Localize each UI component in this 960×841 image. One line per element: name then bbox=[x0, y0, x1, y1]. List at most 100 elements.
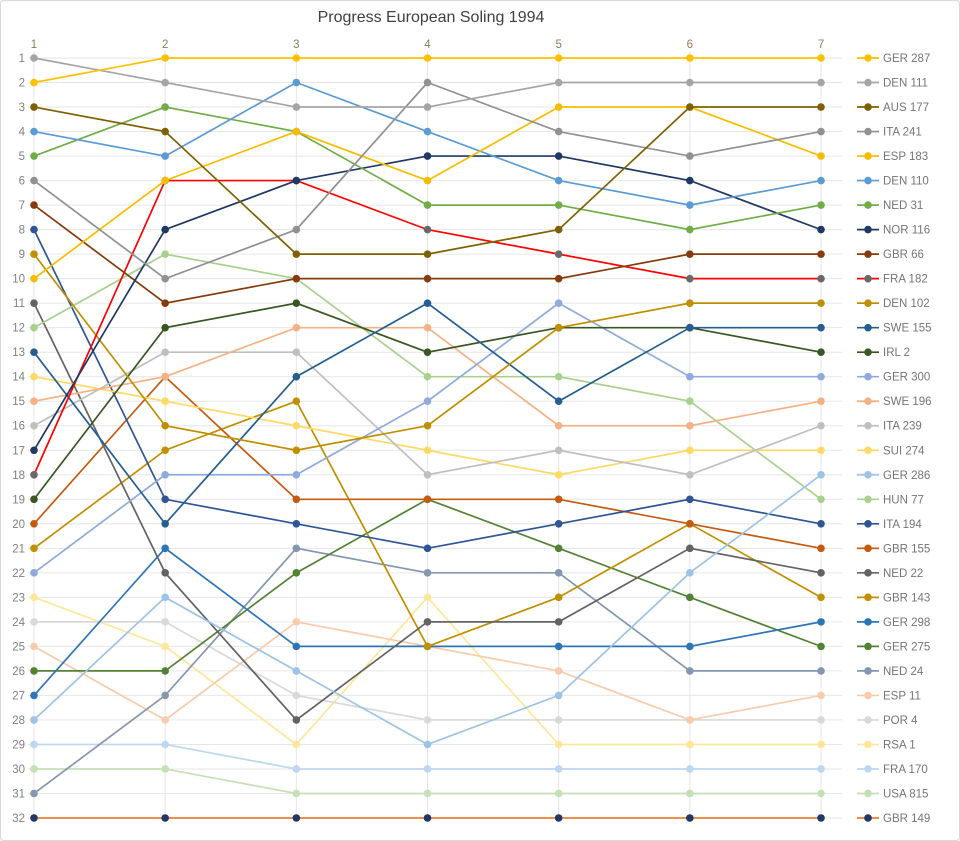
series-marker-den-111 bbox=[292, 103, 301, 111]
series-nor-116 bbox=[30, 152, 825, 455]
series-marker-den-102 bbox=[161, 421, 169, 430]
series-gbr-66 bbox=[30, 201, 825, 307]
legend-item-ger-287[interactable]: GER 287 bbox=[857, 53, 930, 65]
series-marker-ned-31 bbox=[554, 201, 563, 209]
series-marker-den-110 bbox=[30, 127, 38, 136]
series-marker-gbr-155 bbox=[30, 520, 38, 528]
series-marker-ger-275 bbox=[554, 544, 563, 553]
legend-label: GER 298 bbox=[883, 617, 930, 629]
series-marker-den-102 bbox=[423, 421, 432, 430]
x-tick-label: 4 bbox=[424, 39, 431, 51]
series-sui-274 bbox=[30, 372, 825, 479]
legend-item-gbr-155[interactable]: GBR 155 bbox=[857, 543, 930, 555]
legend-item-ger-298[interactable]: GER 298 bbox=[857, 617, 930, 629]
series-ita-239 bbox=[30, 348, 825, 479]
legend-item-rsa-1[interactable]: RSA 1 bbox=[857, 739, 916, 751]
y-tick-label: 15 bbox=[12, 396, 25, 408]
series-ger-300 bbox=[30, 299, 825, 577]
legend-item-usa-815[interactable]: USA 815 bbox=[857, 788, 928, 800]
series-marker-ned-22 bbox=[686, 544, 694, 553]
legend-marker-swatch bbox=[864, 103, 872, 111]
series-marker-ned-22 bbox=[30, 299, 38, 307]
y-tick-label: 1 bbox=[19, 53, 25, 65]
y-tick-label: 7 bbox=[19, 200, 25, 212]
series-marker-esp-183 bbox=[423, 176, 432, 185]
legend-item-irl-2[interactable]: IRL 2 bbox=[857, 347, 910, 359]
legend-item-ita-241[interactable]: ITA 241 bbox=[857, 127, 922, 139]
series-marker-usa-815 bbox=[30, 765, 38, 773]
series-marker-gbr-155 bbox=[817, 544, 825, 553]
series-marker-hun-77 bbox=[554, 372, 563, 381]
series-marker-gbr-143 bbox=[423, 642, 432, 651]
series-marker-gbr-149 bbox=[161, 814, 169, 822]
legend-item-den-102[interactable]: DEN 102 bbox=[857, 298, 930, 310]
legend-item-gbr-149[interactable]: GBR 149 bbox=[857, 813, 930, 825]
legend-marker-swatch bbox=[864, 372, 872, 381]
series-marker-den-111 bbox=[161, 78, 169, 87]
series-marker-ita-194 bbox=[423, 544, 432, 553]
y-tick-label: 28 bbox=[12, 715, 25, 727]
series-marker-esp-183 bbox=[817, 152, 825, 160]
y-tick-label: 4 bbox=[19, 127, 26, 139]
series-marker-por-4 bbox=[554, 716, 563, 724]
series-marker-swe-196 bbox=[161, 372, 169, 381]
series-marker-swe-196 bbox=[292, 323, 301, 332]
series-marker-ned-22 bbox=[292, 716, 301, 724]
series-marker-ned-22 bbox=[161, 569, 169, 577]
series-marker-ita-239 bbox=[30, 421, 38, 430]
series-marker-ned-31 bbox=[686, 225, 694, 234]
series-marker-den-102 bbox=[554, 323, 563, 332]
series-marker-usa-815 bbox=[161, 765, 169, 773]
legend-item-ita-239[interactable]: ITA 239 bbox=[857, 421, 922, 433]
series-marker-den-111 bbox=[554, 78, 563, 87]
legend-marker-swatch bbox=[864, 201, 872, 209]
series-marker-ita-239 bbox=[817, 421, 825, 430]
legend-item-hun-77[interactable]: HUN 77 bbox=[857, 494, 924, 506]
series-marker-hun-77 bbox=[686, 397, 694, 406]
legend-label: GER 286 bbox=[883, 470, 930, 482]
series-marker-ger-286 bbox=[423, 740, 432, 749]
legend-item-den-111[interactable]: DEN 111 bbox=[857, 78, 928, 90]
legend-item-ita-194[interactable]: ITA 194 bbox=[857, 519, 922, 531]
legend-item-esp-11[interactable]: ESP 11 bbox=[857, 690, 921, 702]
legend-item-fra-182[interactable]: FRA 182 bbox=[857, 274, 928, 286]
legend-label: POR 4 bbox=[883, 715, 918, 727]
legend-item-ger-286[interactable]: GER 286 bbox=[857, 470, 930, 482]
legend-item-ger-300[interactable]: GER 300 bbox=[857, 372, 930, 384]
series-marker-gbr-143 bbox=[30, 544, 38, 553]
series-marker-den-110 bbox=[686, 201, 694, 209]
axis-labels: 1234567891011121314151617181920212223242… bbox=[12, 39, 824, 825]
legend-item-swe-196[interactable]: SWE 196 bbox=[857, 396, 932, 408]
legend-item-ger-275[interactable]: GER 275 bbox=[857, 641, 930, 653]
legend-item-gbr-143[interactable]: GBR 143 bbox=[857, 592, 930, 604]
legend-item-den-110[interactable]: DEN 110 bbox=[857, 176, 929, 188]
series-marker-por-4 bbox=[292, 691, 301, 700]
series-marker-den-111 bbox=[817, 78, 825, 87]
legend-item-swe-155[interactable]: SWE 155 bbox=[857, 323, 932, 335]
series-marker-ned-24 bbox=[30, 789, 38, 798]
legend-item-nor-116[interactable]: NOR 116 bbox=[857, 225, 930, 237]
legend-item-ned-24[interactable]: NED 24 bbox=[857, 666, 924, 678]
legend-item-fra-170[interactable]: FRA 170 bbox=[857, 764, 928, 776]
legend-item-sui-274[interactable]: SUI 274 bbox=[857, 445, 925, 457]
legend-item-gbr-66[interactable]: GBR 66 bbox=[857, 249, 924, 261]
series-marker-ned-24 bbox=[554, 569, 563, 577]
legend-item-ned-31[interactable]: NED 31 bbox=[857, 200, 923, 212]
legend-item-por-4[interactable]: POR 4 bbox=[857, 715, 918, 727]
series-marker-ger-275 bbox=[292, 569, 301, 577]
series-marker-gbr-149 bbox=[292, 814, 301, 822]
y-tick-label: 11 bbox=[13, 298, 25, 310]
series-marker-esp-183 bbox=[554, 103, 563, 111]
series-marker-ita-241 bbox=[686, 152, 694, 160]
legend-marker-swatch bbox=[864, 520, 872, 528]
series-marker-ger-286 bbox=[161, 593, 169, 602]
x-tick-label: 7 bbox=[818, 39, 824, 51]
series-marker-usa-815 bbox=[817, 789, 825, 798]
legend-item-aus-177[interactable]: AUS 177 bbox=[857, 102, 929, 114]
legend-item-esp-183[interactable]: ESP 183 bbox=[857, 151, 928, 163]
series-marker-gbr-66 bbox=[554, 274, 563, 283]
y-tick-label: 19 bbox=[12, 494, 25, 506]
legend-item-ned-22[interactable]: NED 22 bbox=[857, 568, 923, 580]
legend-marker-swatch bbox=[864, 470, 872, 479]
series-marker-fra-182 bbox=[423, 225, 432, 234]
